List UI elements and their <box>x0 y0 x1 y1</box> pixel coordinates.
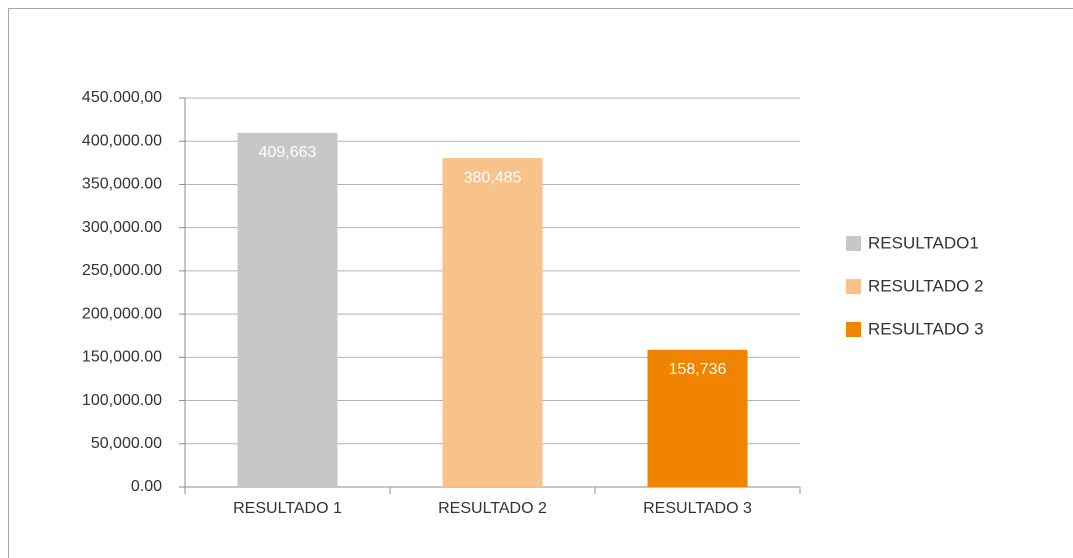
legend-swatch <box>846 322 861 337</box>
y-tick-label: 50,000.00 <box>91 435 162 452</box>
bar-label: 158,736 <box>669 361 727 378</box>
y-tick-label: 200,000.00 <box>82 305 162 322</box>
y-tick-label: 350,000.00 <box>82 176 162 193</box>
bar <box>237 132 338 488</box>
y-tick-label: 450.000,00 <box>82 89 162 106</box>
x-tick-label: RESULTADO 3 <box>643 500 752 517</box>
legend-label: RESULTADO 3 <box>868 319 984 338</box>
chart-frame <box>8 8 1073 558</box>
legend-swatch <box>846 236 861 251</box>
y-tick-label: 100,000.00 <box>82 392 162 409</box>
bar-label: 409,663 <box>259 144 317 161</box>
bar <box>647 349 748 487</box>
y-tick-label: 300,000.00 <box>82 219 162 236</box>
x-tick-label: RESULTADO 1 <box>233 500 342 517</box>
legend-label: RESULTADO 2 <box>868 276 984 295</box>
legend-swatch <box>846 279 861 294</box>
y-tick-label: 250,000.00 <box>82 262 162 279</box>
legend-label: RESULTADO1 <box>868 233 979 252</box>
y-tick-label: 400,000.00 <box>82 132 162 149</box>
y-tick-label: 150,000.00 <box>82 349 162 366</box>
x-tick-label: RESULTADO 2 <box>438 500 547 517</box>
y-tick-label: 0.00 <box>131 478 162 495</box>
bar <box>442 158 543 487</box>
bar-label: 380,485 <box>464 169 522 186</box>
